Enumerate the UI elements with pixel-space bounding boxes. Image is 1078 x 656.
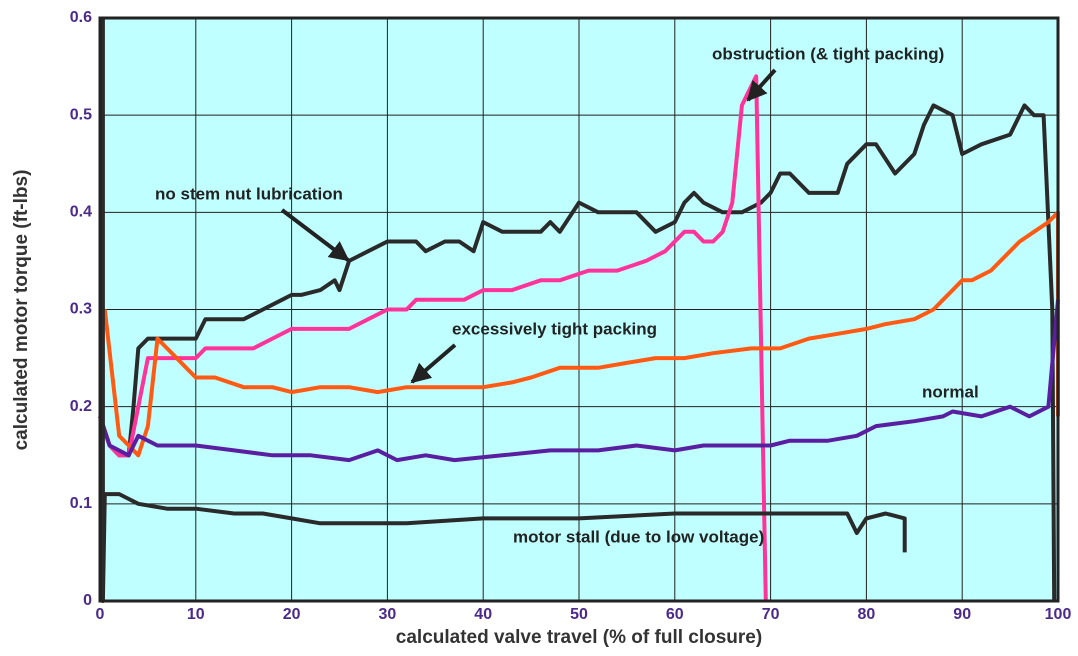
x-tick-label: 90 [953, 606, 971, 623]
x-tick-label: 100 [1045, 606, 1072, 623]
series-line [98, 103, 1057, 602]
arrow [746, 68, 777, 102]
x-tick-label: 0 [96, 606, 105, 623]
arrow [410, 343, 457, 384]
x-tick-label: 80 [858, 606, 876, 623]
y-tick-label: 0.6 [70, 9, 92, 26]
y-tick-label: 0.2 [70, 398, 92, 415]
x-tick-label: 50 [570, 606, 588, 623]
series-label: no stem nut lubrication [155, 184, 343, 203]
series-label: excessively tight packing [452, 319, 657, 338]
x-tick-label: 60 [666, 606, 684, 623]
y-axis-title: calculated motor torque (ft-lbs) [11, 170, 32, 451]
x-tick-label: 70 [762, 606, 780, 623]
y-tick-label: 0.5 [70, 106, 92, 123]
arrow [280, 208, 350, 262]
series-line [100, 18, 907, 603]
series-label: motor stall (due to low voltage) [513, 527, 764, 546]
plot-border [98, 16, 1060, 603]
y-tick-label: 0.4 [70, 204, 92, 221]
y-tick-label: 0 [83, 592, 92, 609]
x-axis-title: calculated valve travel (% of full closu… [396, 627, 762, 648]
x-tick-label: 10 [187, 606, 205, 623]
series-line [102, 210, 1060, 458]
series-label: obstruction (& tight packing) [712, 44, 944, 63]
x-tick-label: 40 [474, 606, 492, 623]
series-line [98, 299, 1060, 463]
x-tick-label: 20 [283, 606, 301, 623]
y-tick-label: 0.3 [70, 301, 92, 318]
x-tick-label: 30 [379, 606, 397, 623]
y-tick-label: 0.1 [70, 495, 92, 512]
series-label: normal [922, 382, 979, 401]
